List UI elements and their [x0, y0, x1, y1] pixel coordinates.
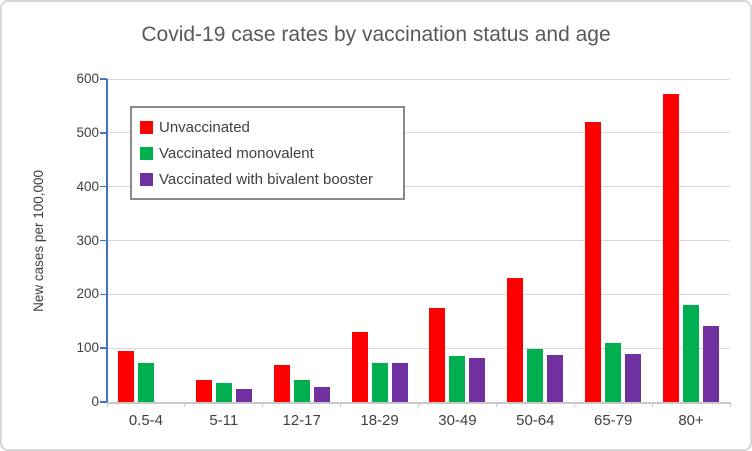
y-tick-label-500: 500 [76, 124, 99, 140]
legend-swatch-icon [140, 172, 153, 186]
bar-unvaccinated-18-29 [351, 332, 368, 402]
y-axis-tick-200 [100, 293, 107, 296]
bar-vaccinated-monovalent-30-49 [449, 355, 466, 402]
bar-unvaccinated-80+ [663, 94, 680, 402]
x-axis-tick-4 [418, 402, 419, 407]
bar-vaccinated-with-bivalent-booster-12-17 [313, 387, 330, 402]
gridline-400 [107, 186, 730, 188]
bar-vaccinated-monovalent-50-64 [527, 348, 544, 402]
bar-vaccinated-with-bivalent-booster-65-79 [625, 353, 642, 402]
bar-vaccinated-monovalent-80+ [683, 305, 700, 402]
bar-group-80+ [652, 79, 730, 402]
y-tick-label-100: 100 [76, 340, 99, 356]
legend-item-0: Unvaccinated [140, 119, 395, 136]
y-tick-label-600: 600 [76, 71, 99, 86]
y-axis-tick-600 [100, 78, 107, 80]
x-tick-label-12-17: 12-17 [282, 412, 321, 429]
legend-label: Unvaccinated [159, 118, 250, 136]
bar-unvaccinated-0.5-4 [117, 350, 134, 402]
x-tick-label-0.5-4: 0.5-4 [128, 412, 164, 429]
y-tick-label-0: 0 [91, 394, 99, 409]
legend: Unvaccinated Vaccinated monovalent Vaccina… [130, 106, 405, 200]
gridline-100 [107, 347, 730, 349]
bar-unvaccinated-12-17 [273, 365, 290, 402]
bar-unvaccinated-65-79 [585, 122, 602, 402]
gridline-500 [107, 132, 730, 134]
legend-item-1: Vaccinated monovalent [140, 145, 395, 162]
bar-vaccinated-with-bivalent-booster-50-64 [547, 355, 564, 402]
bar-vaccinated-monovalent-12-17 [293, 380, 310, 402]
bar-vaccinated-with-bivalent-booster-18-29 [391, 362, 408, 402]
bar-group-5-11 [185, 79, 263, 402]
y-tick-label-200: 200 [76, 286, 99, 302]
legend-label: Vaccinated with bivalent booster [159, 170, 374, 188]
bar-group-12-17 [263, 79, 341, 402]
x-axis-tick-0 [106, 402, 108, 407]
legend-label: Vaccinated monovalent [159, 144, 314, 162]
y-tick-label-400: 400 [76, 178, 99, 194]
x-tick-label-50-64: 50-64 [516, 412, 555, 429]
x-axis-tick-5 [495, 402, 497, 407]
y-tick-label-300: 300 [76, 232, 99, 248]
chart-title: Covid-19 case rates by vaccination statu… [141, 23, 611, 46]
bar-unvaccinated-5-11 [195, 380, 212, 402]
legend-item-2: Vaccinated with bivalent booster [140, 171, 395, 188]
x-axis-tick-6 [573, 402, 575, 407]
bar-vaccinated-with-bivalent-booster-30-49 [469, 357, 486, 402]
y-axis-tick-0 [100, 401, 107, 403]
bar-group-50-64 [496, 79, 574, 402]
gridline-300 [107, 240, 730, 241]
gridline-600 [107, 78, 730, 80]
legend-swatch-icon [140, 120, 153, 134]
bar-vaccinated-monovalent-65-79 [605, 342, 622, 402]
y-axis-tick-300 [100, 239, 107, 242]
x-axis-tick-8 [729, 402, 731, 407]
bar-group-18-29 [341, 79, 419, 402]
x-axis-tick-7 [651, 402, 653, 407]
bar-unvaccinated-30-49 [429, 307, 446, 402]
y-axis-tick-100 [100, 347, 107, 349]
x-tick-label-80+: 80+ [678, 412, 704, 429]
x-axis-tick-2 [262, 402, 264, 407]
x-axis-tick-1 [184, 402, 186, 407]
bar-vaccinated-monovalent-0.5-4 [137, 363, 154, 402]
x-tick-label-30-49: 30-49 [438, 412, 477, 429]
x-axis-tick-3 [340, 402, 342, 407]
bar-group-30-49 [419, 79, 497, 402]
y-axis-tick-400 [100, 185, 107, 188]
y-axis-tick-500 [100, 132, 107, 134]
x-tick-label-18-29: 18-29 [360, 412, 399, 429]
x-tick-label-5-11: 5-11 [209, 412, 239, 429]
bar-vaccinated-monovalent-5-11 [215, 383, 232, 402]
y-axis-line [106, 79, 108, 402]
bar-unvaccinated-50-64 [507, 278, 524, 402]
x-tick-label-65-79: 65-79 [594, 412, 633, 429]
legend-swatch-icon [140, 146, 153, 160]
gridline-200 [107, 293, 730, 295]
bar-group-0.5-4 [107, 79, 185, 402]
bar-vaccinated-with-bivalent-booster-5-11 [235, 389, 252, 402]
bar-vaccinated-monovalent-18-29 [371, 362, 388, 402]
bar-vaccinated-with-bivalent-booster-80+ [703, 325, 720, 402]
bar-group-65-79 [574, 79, 652, 402]
